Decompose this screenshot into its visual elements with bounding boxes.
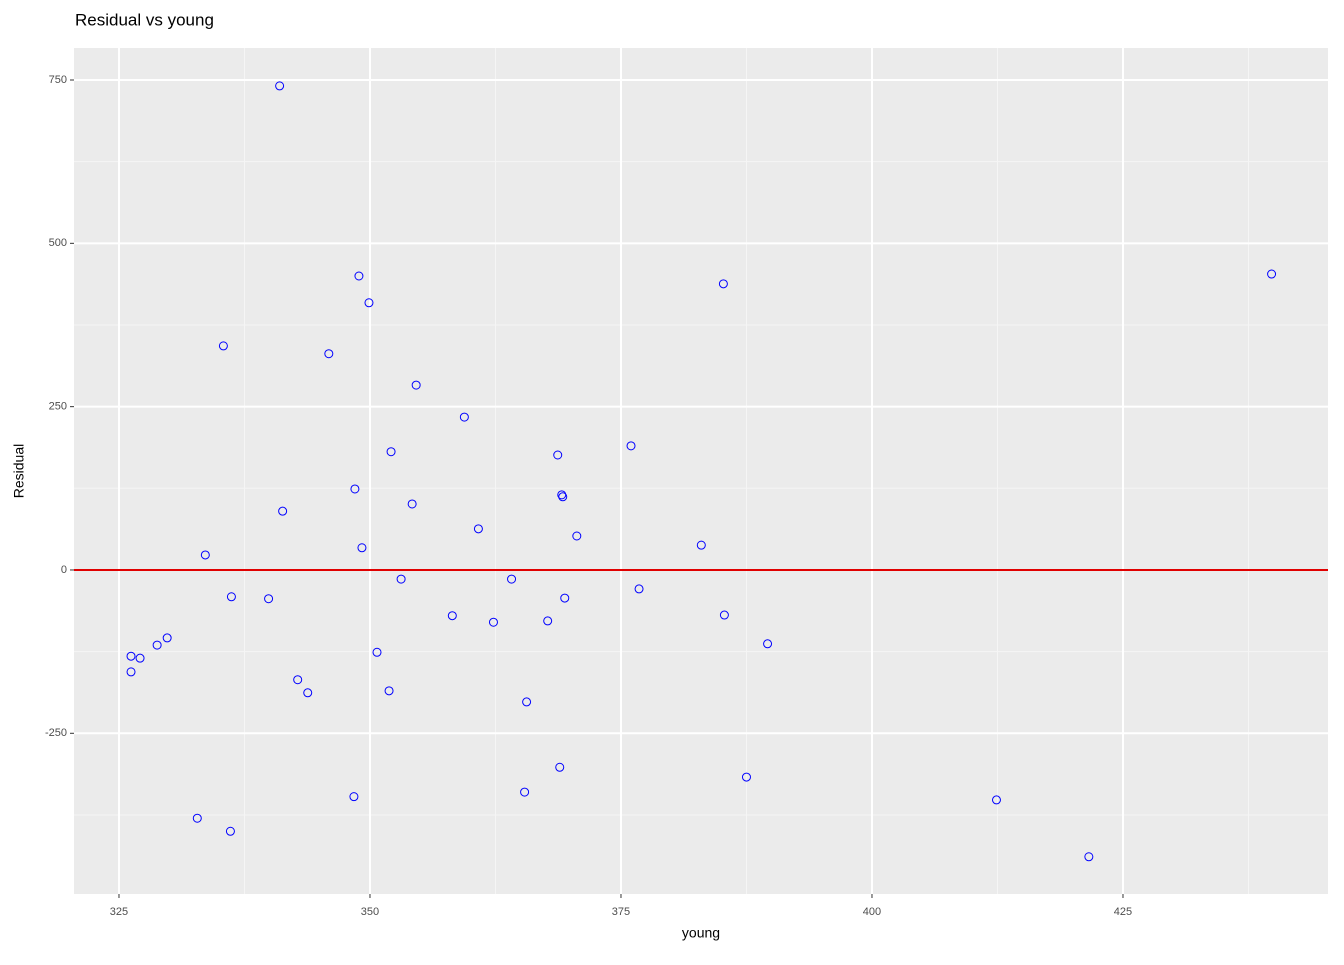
point [200, 550, 210, 560]
point [558, 492, 568, 502]
point [372, 647, 382, 657]
point [555, 762, 565, 772]
point [357, 543, 367, 553]
point [218, 341, 228, 351]
point [152, 640, 162, 650]
y-tick-label: 750 [49, 74, 67, 86]
point [354, 271, 364, 281]
point [264, 594, 274, 604]
point [411, 380, 421, 390]
point [126, 651, 136, 661]
chart-title: Residual vs young [75, 10, 214, 29]
x-axis-label: young [682, 925, 720, 941]
point [634, 584, 644, 594]
point [522, 697, 532, 707]
y-tick-label: -250 [45, 727, 67, 739]
point [293, 675, 303, 685]
x-tick-label: 350 [361, 906, 379, 918]
point [349, 792, 359, 802]
point [557, 490, 567, 500]
point [135, 653, 145, 663]
point [718, 279, 728, 289]
point [696, 540, 706, 550]
point [459, 412, 469, 422]
point [1267, 269, 1277, 279]
point [386, 447, 396, 457]
x-tick-label: 425 [1114, 906, 1132, 918]
point [226, 592, 236, 602]
point [626, 441, 636, 451]
point [303, 688, 313, 698]
point [447, 611, 457, 621]
y-tick-label: 500 [49, 237, 67, 249]
point [560, 593, 570, 603]
point [384, 686, 394, 696]
point [763, 639, 773, 649]
point [225, 826, 235, 836]
point [364, 298, 374, 308]
point [275, 81, 285, 91]
point [192, 813, 202, 823]
point [543, 616, 553, 626]
point [1084, 852, 1094, 862]
point [507, 574, 517, 584]
y-tick-label: 0 [61, 564, 67, 576]
point [473, 524, 483, 534]
x-tick-label: 325 [110, 906, 128, 918]
point [991, 795, 1001, 805]
y-tick-label: 250 [49, 401, 67, 413]
point [719, 610, 729, 620]
point [572, 531, 582, 541]
point [520, 787, 530, 797]
point [350, 484, 360, 494]
point [407, 499, 417, 509]
y-axis-label: Residual [11, 444, 27, 498]
point [741, 772, 751, 782]
point [396, 574, 406, 584]
point [278, 506, 288, 516]
point [488, 617, 498, 627]
x-tick-label: 375 [612, 906, 630, 918]
point [126, 667, 136, 677]
point [324, 349, 334, 359]
point [162, 633, 172, 643]
point [553, 450, 563, 460]
panel [74, 48, 1328, 894]
x-tick-label: 400 [863, 906, 881, 918]
